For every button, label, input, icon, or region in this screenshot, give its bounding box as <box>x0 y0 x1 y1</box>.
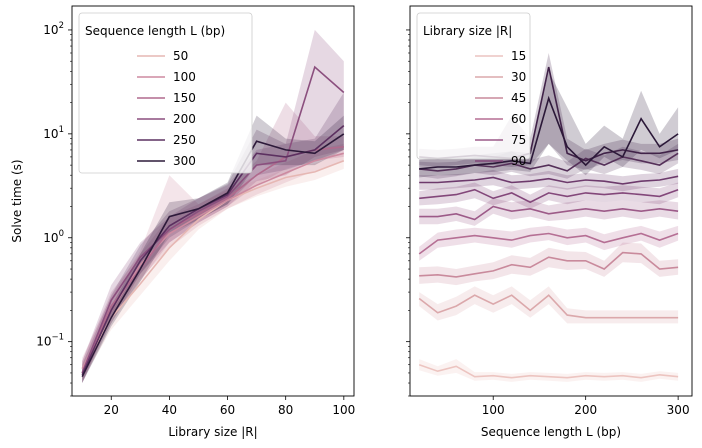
right-legend-label-4: 75 <box>511 133 526 147</box>
left-y-tick-label: 101 <box>43 125 64 141</box>
right-band-1 <box>419 286 679 324</box>
left-legend-label-5: 300 <box>173 154 196 168</box>
left-x-tick-label: 100 <box>332 403 355 417</box>
right-series-line-5 <box>419 188 679 204</box>
left-panel: 20 40 60 80 100 10−1 100 101 102 Library size |… <box>10 5 355 439</box>
right-band-2 <box>419 242 679 286</box>
right-panel: 100 200 300 Sequence length L (bp) Library… <box>406 5 693 439</box>
right-axes-frame <box>409 5 693 397</box>
right-x-tick-label: 100 <box>482 403 505 417</box>
left-legend-title: Sequence length L (bp) <box>85 24 225 38</box>
right-series-line-0 <box>418 363 679 379</box>
left-y-tick-label: 100 <box>43 229 64 245</box>
left-x-tick-label: 80 <box>278 403 293 417</box>
right-legend-label-1: 30 <box>511 70 526 84</box>
right-y-ticks <box>406 29 410 397</box>
left-band-5 <box>82 115 344 383</box>
right-x-tick-label: 300 <box>667 403 690 417</box>
left-band-2 <box>82 102 344 383</box>
left-x-axis-label: Library size |R| <box>168 425 257 439</box>
right-series-line-2 <box>419 251 679 278</box>
left-x-tick-label: 40 <box>162 403 177 417</box>
right-legend-label-5: 90 <box>511 154 526 168</box>
right-series-line-6 <box>419 175 679 185</box>
right-band-6 <box>419 168 679 192</box>
left-legend: Sequence length L (bp) 50 100 150 200 250 300 <box>78 12 253 174</box>
left-legend-label-0: 50 <box>173 49 188 63</box>
left-series-line-5 <box>81 133 345 378</box>
left-x-tick-label: 20 <box>104 403 119 417</box>
right-band-8 <box>419 53 679 170</box>
left-x-tick-label: 60 <box>220 403 235 417</box>
right-legend: Library size |R| 15 30 45 60 75 90 <box>416 12 531 168</box>
right-series-lines <box>418 66 679 379</box>
right-band-4 <box>419 198 679 226</box>
left-legend-label-3: 200 <box>173 112 196 126</box>
right-legend-title: Library size |R| <box>423 24 512 38</box>
left-series-lines <box>81 65 345 378</box>
left-y-tick-label: 102 <box>43 21 64 37</box>
right-x-ticks: 100 200 300 <box>482 396 690 417</box>
right-legend-label-2: 45 <box>511 91 526 105</box>
right-series-line-4 <box>419 205 679 221</box>
right-series-line-1 <box>418 294 679 319</box>
right-legend-label-3: 60 <box>511 112 526 126</box>
left-band-4 <box>82 92 344 383</box>
left-series-line-3 <box>81 65 345 374</box>
left-legend-box <box>78 12 253 174</box>
left-y-tick-label: 10−1 <box>36 333 64 349</box>
right-legend-box <box>416 12 531 160</box>
left-x-ticks: 20 40 60 80 100 <box>104 396 355 417</box>
left-series-line-0 <box>81 160 345 374</box>
left-band-0 <box>82 152 344 381</box>
right-legend-label-0: 15 <box>511 49 526 63</box>
right-x-tick-label: 200 <box>574 403 597 417</box>
right-legend-items: 15 30 45 60 75 90 <box>475 49 526 168</box>
right-band-5 <box>419 182 679 209</box>
right-series-line-7 <box>419 152 679 172</box>
left-band-1 <box>82 143 344 378</box>
left-legend-label-2: 150 <box>173 91 196 105</box>
left-y-axis-label: Solve time (s) <box>10 159 24 242</box>
left-axes-frame <box>71 5 355 397</box>
right-x-axis-label: Sequence length L (bp) <box>481 425 621 439</box>
left-legend-items: 50 100 150 200 250 300 <box>137 49 196 168</box>
left-legend-label-4: 250 <box>173 133 196 147</box>
right-series-line-3 <box>418 232 679 255</box>
left-legend-label-1: 100 <box>173 70 196 84</box>
right-band-3 <box>419 225 679 261</box>
right-series-line-9 <box>419 95 679 170</box>
left-y-ticks: 10−1 100 101 102 <box>36 21 72 397</box>
